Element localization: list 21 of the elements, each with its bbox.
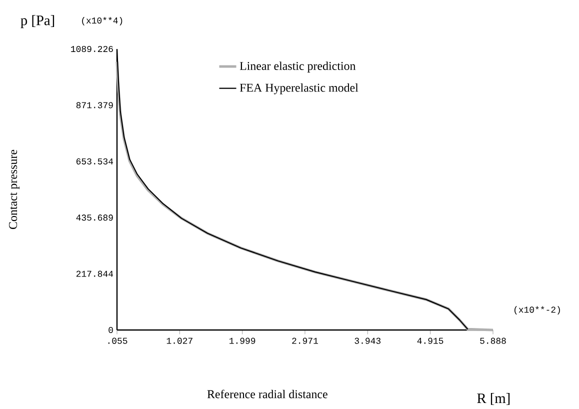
text: p [Pa] bbox=[20, 15, 54, 28]
text: (x10**4) bbox=[82, 16, 122, 26]
x-tick-label: .055 bbox=[108, 338, 128, 344]
x-tick-label: 4.915 bbox=[417, 338, 444, 344]
legend-label: FEA Hyperelastic model bbox=[240, 83, 358, 94]
y-tick-label: 1089.226 bbox=[71, 46, 113, 52]
y-tick-label: 217.844 bbox=[76, 270, 114, 277]
y-tick-label: 0 bbox=[108, 326, 113, 334]
x-tick-label: 2.971 bbox=[292, 338, 318, 344]
x-tick-label: 3.943 bbox=[354, 338, 381, 344]
text: (x10**-2) bbox=[514, 306, 560, 315]
y-tick-label: 871.379 bbox=[76, 102, 113, 108]
y-tick-label: 653.534 bbox=[76, 158, 114, 164]
legend-label: Linear elastic prediction bbox=[240, 62, 356, 72]
y-axis-title: Contact pressure bbox=[9, 150, 20, 230]
x-tick-label: 1.027 bbox=[166, 338, 192, 344]
x-axis-title: Reference radial distance bbox=[207, 390, 328, 398]
text: R [m] bbox=[477, 393, 510, 405]
x-tick-label: 1.999 bbox=[230, 338, 256, 344]
x-tick-label: 5.888 bbox=[480, 338, 506, 344]
y-tick-label: 435.689 bbox=[76, 214, 113, 221]
